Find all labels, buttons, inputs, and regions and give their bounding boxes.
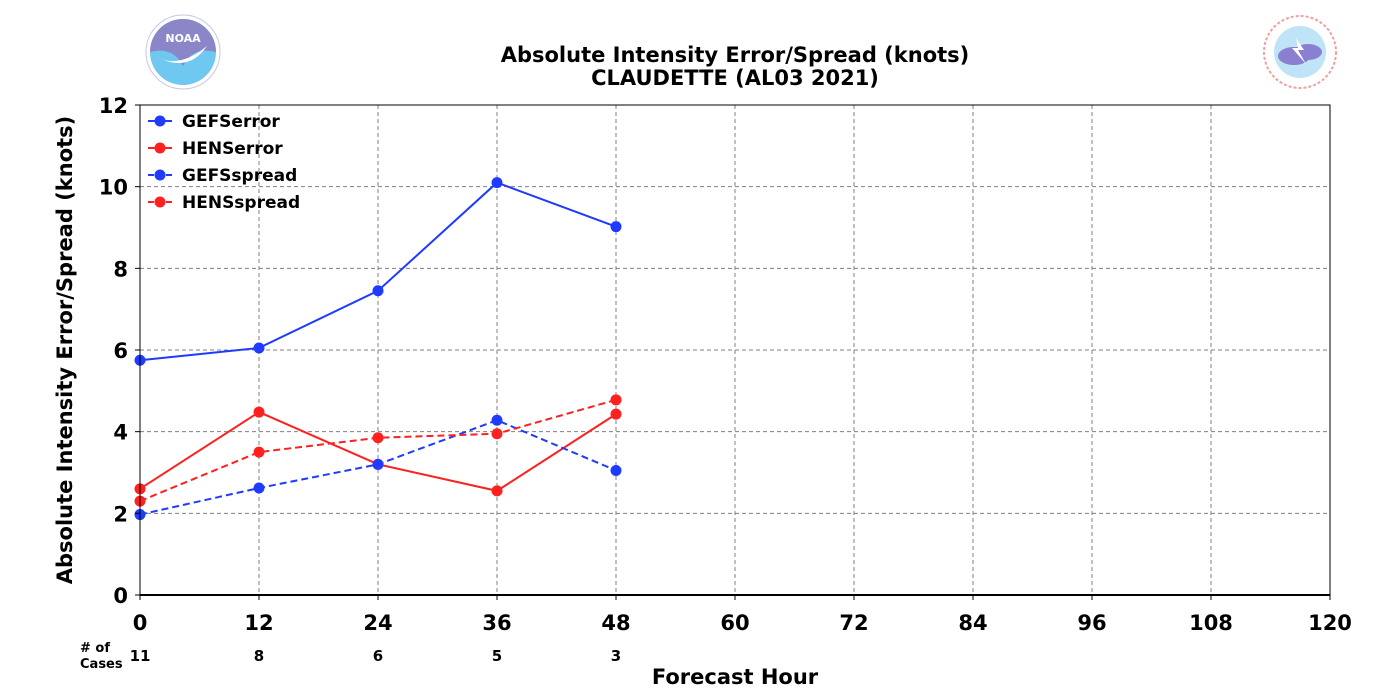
- y-tick-label: 4: [113, 421, 128, 445]
- case-count: 5: [492, 647, 502, 665]
- legend-label: HENSspread: [182, 193, 300, 213]
- case-count: 3: [611, 647, 621, 665]
- data-point-gefserror: [491, 177, 503, 189]
- data-point-gefserror: [372, 285, 384, 297]
- cases-label-line1: # of: [80, 641, 110, 656]
- legend-item-henserror: HENSerror: [148, 139, 283, 159]
- data-point-henserror: [491, 485, 503, 497]
- legend-item-gefsspread: GEFSspread: [148, 166, 297, 186]
- y-tick-label: 2: [113, 502, 128, 526]
- legend-label: GEFSerror: [182, 112, 280, 132]
- y-tick-label: 12: [99, 94, 128, 118]
- data-point-hensspread: [253, 446, 265, 458]
- legend: GEFSerror HENSerror GEFSspread HENSspread: [148, 112, 300, 213]
- noaa-logo-text: NOAA: [165, 32, 201, 45]
- x-tick-label: 60: [720, 611, 749, 635]
- data-point-henserror: [610, 408, 622, 420]
- x-tick-label: 0: [133, 611, 148, 635]
- x-tick-label: 24: [363, 611, 392, 635]
- x-axis-label: Forecast Hour: [652, 665, 819, 689]
- legend-item-hensspread: HENSspread: [148, 193, 300, 213]
- data-point-hensspread: [610, 394, 622, 406]
- data-point-gefsspread: [253, 482, 265, 494]
- y-tick-label: 8: [113, 257, 128, 281]
- data-point-gefsspread: [491, 414, 503, 426]
- nws-logo: [1263, 15, 1337, 89]
- x-tick-label: 48: [601, 611, 630, 635]
- legend-swatch-marker: [154, 169, 166, 181]
- noaa-logo: NOAA: [145, 14, 221, 90]
- y-tick-label: 10: [99, 176, 128, 200]
- legend-item-gefserror: GEFSerror: [148, 112, 280, 132]
- legend-swatch-marker: [154, 196, 166, 208]
- x-tick-label: 84: [958, 611, 987, 635]
- x-tick-label: 108: [1189, 611, 1233, 635]
- legend-swatch-marker: [154, 142, 166, 154]
- legend-swatch-marker: [154, 115, 166, 127]
- grid-lines: [140, 105, 1330, 595]
- series-layer: [134, 177, 622, 521]
- series-gefsspread: [134, 414, 622, 521]
- x-tick-label: 12: [244, 611, 273, 635]
- data-point-gefsspread: [372, 458, 384, 470]
- data-point-gefserror: [610, 221, 622, 233]
- data-point-gefsspread: [610, 464, 622, 476]
- x-tick-label: 36: [482, 611, 511, 635]
- x-tick-label: 120: [1308, 611, 1352, 635]
- cases-label-line2: Cases: [80, 657, 123, 672]
- x-tick-label: 72: [839, 611, 868, 635]
- y-axis-label: Absolute Intensity Error/Spread (knots): [53, 116, 77, 585]
- y-tick-label: 0: [113, 584, 128, 608]
- case-count: 8: [254, 647, 264, 665]
- data-point-henserror: [253, 406, 265, 418]
- y-tick-label: 6: [113, 339, 128, 363]
- case-count: 11: [130, 647, 151, 665]
- chart-subtitle: CLAUDETTE (AL03 2021): [591, 66, 879, 90]
- data-point-hensspread: [372, 432, 384, 444]
- legend-label: HENSerror: [182, 139, 283, 159]
- legend-label: GEFSspread: [182, 166, 297, 186]
- case-count: 6: [373, 647, 383, 665]
- chart-title: Absolute Intensity Error/Spread (knots): [501, 43, 970, 67]
- data-point-gefserror: [253, 342, 265, 354]
- x-tick-label: 96: [1077, 611, 1106, 635]
- data-point-hensspread: [491, 428, 503, 440]
